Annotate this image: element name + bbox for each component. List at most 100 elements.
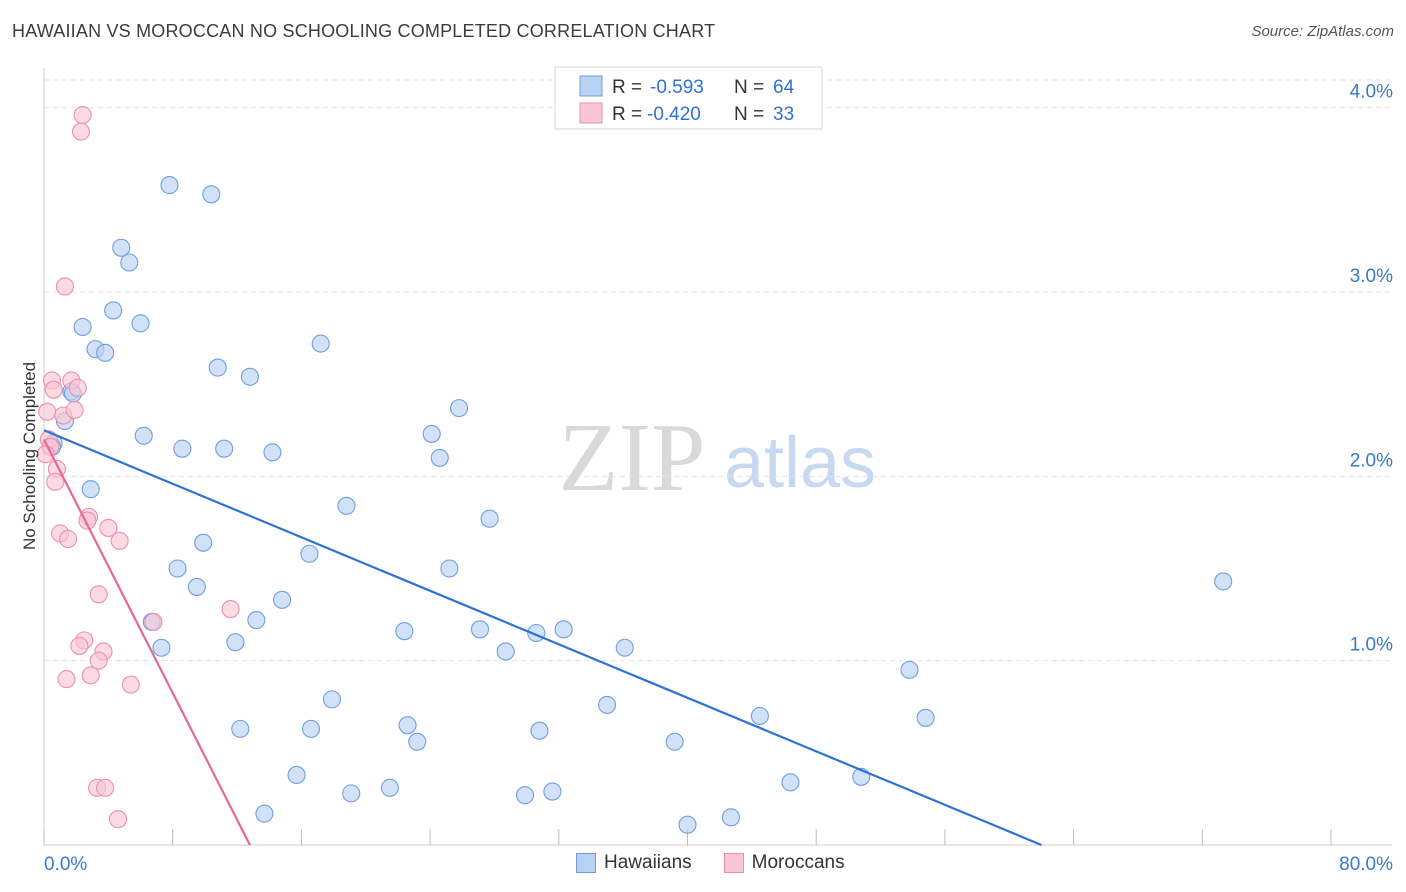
y-tick-label: 1.0%: [1350, 635, 1393, 656]
legend-label-hawaiians: Hawaiians: [604, 852, 692, 873]
zipatlas-watermark: ZIP atlas: [559, 404, 877, 512]
hawaiians-point: [900, 660, 919, 679]
legend-swatch-hawaiians: [579, 75, 603, 97]
watermark-atlas: atlas: [724, 423, 876, 503]
hawaiians-point: [187, 577, 206, 596]
y-tick-label: 2.0%: [1350, 450, 1393, 471]
legend-r-value: -0.420: [647, 104, 701, 125]
moroccans-point: [44, 380, 63, 399]
legend-item-moroccans: Moroccans: [723, 852, 845, 874]
moroccans-point: [38, 402, 57, 421]
moroccans-point: [73, 105, 92, 125]
hawaiians-point: [395, 622, 414, 641]
watermark-zip: ZIP: [559, 404, 706, 512]
hawaiians-point: [398, 716, 417, 735]
hawaiians-trendline: [43, 429, 1042, 847]
hawaiians-point: [202, 185, 221, 204]
chart-title: HAWAIIAN VS MOROCCAN NO SCHOOLING COMPLE…: [12, 21, 716, 41]
moroccans-point: [70, 636, 89, 655]
legend-item-hawaiians: Hawaiians: [576, 852, 692, 874]
hawaiians-point: [337, 496, 356, 515]
moroccans-points: [36, 105, 240, 829]
legend-swatch-moroccans: [579, 102, 603, 124]
hawaiians-point: [152, 638, 171, 657]
y-tick-label: 4.0%: [1350, 82, 1393, 103]
moroccans-point: [108, 810, 128, 829]
legend-r-label: R =: [612, 77, 642, 98]
legend-swatch-hawaiians: [576, 853, 596, 873]
hawaiians-point: [255, 804, 274, 823]
moroccans-point: [71, 122, 91, 141]
hawaiians-point: [678, 815, 697, 834]
moroccans-point: [81, 666, 100, 685]
x-tick-label: 80.0%: [1339, 854, 1393, 875]
hawaiians-point: [168, 559, 187, 578]
legend-r-value: -0.593: [650, 77, 704, 98]
hawaiians-point: [160, 176, 179, 195]
hawaiians-point: [302, 719, 321, 738]
legend-n-label: N =: [734, 104, 764, 125]
hawaiians-point: [530, 721, 549, 740]
moroccans-point: [221, 599, 240, 619]
moroccans-point: [144, 612, 163, 632]
moroccans-point: [59, 529, 78, 549]
hawaiians-point: [112, 238, 131, 257]
hawaiians-point: [240, 367, 259, 386]
moroccans-point: [68, 378, 87, 397]
hawaiians-point: [750, 706, 769, 726]
moroccans-point: [110, 531, 129, 550]
hawaiians-point: [408, 732, 427, 751]
hawaiians-point: [422, 424, 441, 443]
hawaiians-point: [287, 765, 306, 785]
hawaiians-point: [1214, 572, 1233, 591]
moroccans-point: [55, 277, 74, 296]
legend-swatch-moroccans: [723, 853, 744, 873]
hawaiians-point: [781, 773, 800, 792]
moroccans-point: [46, 472, 65, 491]
legend-label-moroccans: Moroccans: [751, 852, 845, 873]
hawaiians-point: [721, 808, 740, 827]
hawaiians-point: [104, 301, 123, 320]
tick-labels: 1.0% 2.0% 3.0% 4.0% 0.0% 80.0%: [44, 82, 1393, 875]
moroccans-point: [121, 675, 140, 694]
hawaiians-point: [247, 611, 266, 630]
x-tick-label: 0.0%: [44, 854, 87, 875]
hawaiians-point: [81, 480, 100, 499]
legend-n-value: 33: [773, 104, 794, 125]
hawaiians-point: [263, 443, 282, 462]
moroccans-point: [65, 400, 84, 420]
hawaiians-point: [131, 314, 150, 333]
hawaiians-point: [440, 559, 459, 578]
legend-n-label: N =: [734, 77, 764, 98]
hawaiians-point: [322, 690, 342, 709]
hawaiians-point: [134, 426, 153, 445]
hawaiians-point: [342, 784, 361, 803]
correlation-legend: R = -0.593 N = 64 R = -0.420 N = 33: [554, 66, 823, 130]
hawaiians-point: [430, 448, 449, 467]
hawaiians-point: [311, 334, 330, 353]
hawaiians-point: [300, 544, 319, 563]
moroccans-point: [99, 518, 118, 537]
y-axis-label: No Schooling Completed: [20, 362, 39, 550]
hawaiians-point: [96, 343, 115, 362]
hawaiians-point: [480, 509, 499, 528]
legend-n-value: 64: [773, 77, 795, 98]
hawaiians-point: [665, 732, 684, 751]
hawaiians-point: [496, 642, 515, 661]
hawaiians-point: [543, 782, 562, 801]
series-legend: Hawaiians Moroccans: [576, 852, 845, 874]
moroccans-point: [89, 651, 108, 670]
hawaiians-point: [515, 786, 535, 805]
source-label: Source: ZipAtlas.com: [1251, 23, 1394, 40]
hawaiians-point: [226, 633, 245, 652]
hawaiians-point: [380, 778, 399, 797]
hawaiians-point: [73, 317, 92, 337]
hawaiians-point: [215, 439, 234, 458]
hawaiians-point: [231, 719, 250, 738]
legend-r-label: R =: [612, 104, 642, 125]
moroccans-point: [96, 778, 115, 797]
moroccans-trendline: [43, 438, 251, 846]
hawaiians-point: [273, 590, 292, 609]
hawaiians-point: [194, 533, 213, 552]
